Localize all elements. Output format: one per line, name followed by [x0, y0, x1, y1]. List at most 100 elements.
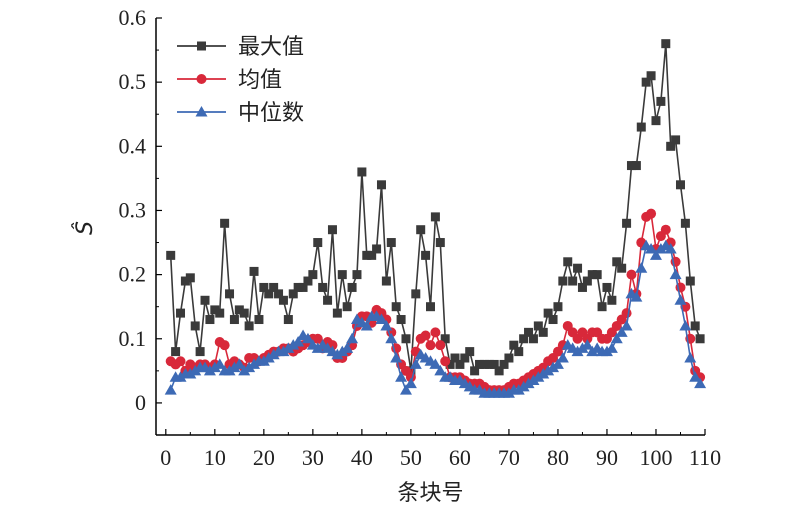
- data-point: [605, 342, 618, 353]
- data-point: [420, 330, 431, 341]
- x-tick-label: 60: [449, 445, 471, 470]
- data-point: [395, 371, 408, 382]
- y-tick-label: 0.6: [119, 5, 147, 30]
- data-point: [174, 371, 187, 382]
- data-point: [239, 308, 249, 318]
- data-point: [680, 218, 690, 228]
- data-point: [684, 352, 697, 363]
- legend-marker: [197, 41, 206, 51]
- data-point: [635, 262, 648, 273]
- data-point: [592, 270, 602, 280]
- data-point: [357, 167, 367, 177]
- data-point: [610, 332, 623, 344]
- x-tick-label: 90: [596, 445, 618, 470]
- data-point: [556, 352, 569, 363]
- data-point: [203, 364, 216, 376]
- data-point: [568, 276, 578, 286]
- data-point: [171, 347, 181, 357]
- data-point: [641, 77, 651, 87]
- y-tick-label: 0.4: [119, 133, 147, 158]
- y-tick-label: 0.3: [119, 197, 147, 222]
- data-point: [274, 289, 284, 299]
- data-point: [660, 224, 671, 235]
- data-point: [257, 355, 270, 366]
- data-point: [582, 276, 592, 286]
- data-point: [331, 348, 344, 360]
- data-point: [248, 358, 261, 369]
- data-point: [445, 359, 455, 369]
- data-point: [308, 270, 318, 280]
- y-tick-label: 0: [135, 390, 146, 415]
- data-point: [283, 315, 293, 325]
- data-point: [311, 342, 324, 353]
- y-axis-title: Ŝ: [72, 221, 98, 235]
- data-point: [440, 334, 450, 344]
- data-point: [259, 282, 269, 292]
- data-point: [346, 332, 359, 344]
- data-point: [176, 308, 186, 318]
- data-point: [381, 276, 391, 286]
- data-point: [532, 371, 545, 382]
- data-point: [282, 342, 295, 353]
- data-point: [233, 358, 246, 369]
- data-point: [189, 364, 202, 376]
- data-point: [538, 327, 548, 337]
- data-point: [528, 334, 538, 344]
- data-point: [695, 334, 705, 344]
- data-point: [690, 321, 700, 331]
- data-point: [475, 359, 485, 369]
- data-point: [537, 368, 550, 379]
- data-point: [484, 359, 494, 369]
- data-point: [551, 358, 564, 369]
- data-point: [234, 305, 244, 315]
- data-point: [597, 302, 607, 312]
- data-point: [499, 359, 509, 369]
- legend-label: 中位数: [238, 101, 304, 126]
- data-point: [318, 282, 328, 292]
- data-point: [175, 356, 186, 367]
- data-point: [563, 257, 573, 267]
- axis-labels: 条块号 Ŝ: [72, 221, 464, 506]
- data-point: [278, 295, 288, 305]
- y-tick-label: 0.2: [119, 262, 147, 287]
- x-tick-label: 10: [204, 445, 226, 470]
- data-point: [313, 238, 323, 248]
- data-point: [337, 270, 347, 280]
- data-point: [450, 353, 460, 363]
- data-point: [494, 366, 504, 376]
- data-point: [654, 242, 667, 254]
- data-point: [352, 270, 362, 280]
- data-point: [622, 218, 632, 228]
- data-point: [460, 353, 470, 363]
- x-tick-label: 80: [547, 445, 569, 470]
- data-point: [404, 377, 417, 389]
- data-point: [301, 332, 314, 344]
- data-point: [229, 315, 239, 325]
- data-point: [238, 364, 251, 376]
- data-point: [244, 321, 254, 331]
- data-point: [626, 269, 637, 280]
- data-point: [502, 387, 515, 398]
- data-point: [385, 332, 398, 344]
- data-point: [347, 282, 357, 292]
- data-point: [649, 249, 662, 260]
- data-point: [184, 368, 197, 379]
- data-point: [519, 334, 529, 344]
- data-point: [180, 276, 190, 286]
- data-point: [512, 384, 525, 395]
- data-point: [190, 321, 200, 331]
- data-point: [602, 282, 612, 292]
- data-point: [615, 326, 628, 337]
- data-point: [264, 289, 274, 299]
- data-point: [390, 352, 403, 363]
- data-point: [262, 352, 275, 363]
- data-point: [376, 180, 386, 190]
- data-point: [220, 218, 230, 228]
- legend-label: 均值: [238, 68, 282, 93]
- data-point: [298, 282, 308, 292]
- data-point: [386, 238, 396, 248]
- data-point: [661, 39, 671, 49]
- data-point: [631, 161, 641, 171]
